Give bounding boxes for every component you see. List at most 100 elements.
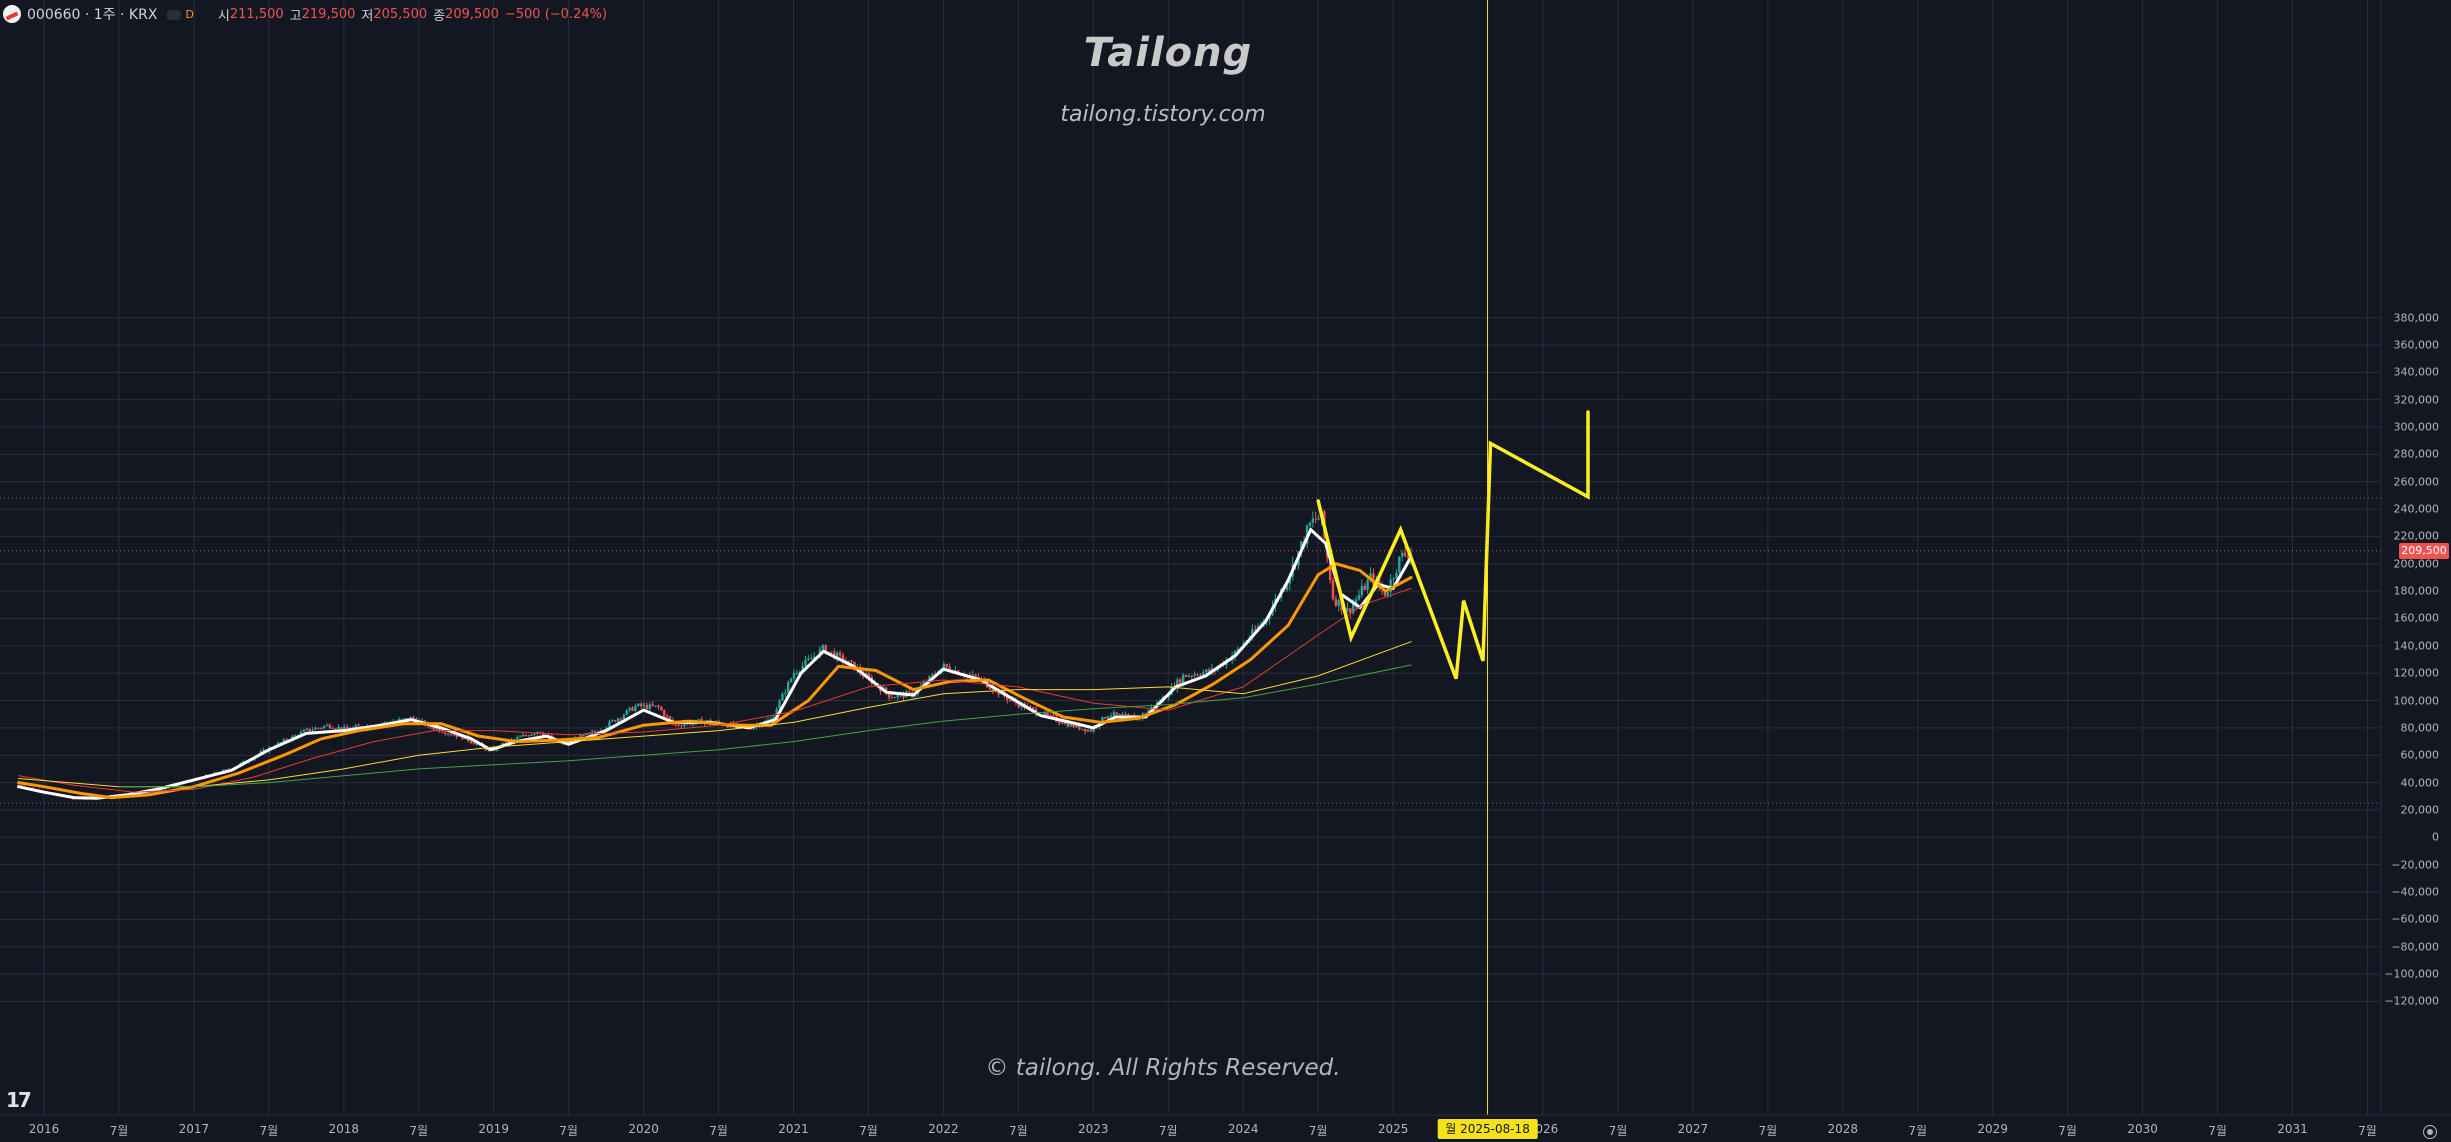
y-tick-label: 140,000 — [2393, 639, 2440, 653]
candle-body — [775, 709, 778, 717]
candle-body — [634, 705, 637, 711]
x-tick-label: 7월 — [2358, 1124, 2377, 1138]
moving-average-line-5 — [118, 664, 1412, 788]
y-tick-label: 40,000 — [2400, 776, 2440, 790]
symbol-title[interactable]: 000660 · 1주 · KRX — [27, 7, 158, 23]
candle-body — [1334, 599, 1338, 606]
candle-body — [322, 725, 326, 728]
candle-body — [294, 735, 297, 737]
candle-body — [469, 740, 473, 743]
candle-body — [340, 726, 343, 731]
candle-body — [1357, 595, 1361, 600]
projection-path — [1316, 410, 1590, 680]
candle-body — [611, 720, 614, 722]
watermark-copyright: © tailong. All Rights Reserved. — [985, 1055, 1341, 1081]
candle-body — [513, 739, 516, 741]
y-tick-label: 20,000 — [2400, 803, 2440, 817]
x-tick-label: 7월 — [1009, 1124, 1028, 1138]
candle-body — [683, 724, 686, 727]
x-tick-label: 7월 — [709, 1124, 728, 1138]
candle-body — [749, 728, 752, 730]
projection-drawing[interactable] — [1316, 410, 1590, 680]
candle-body — [1112, 712, 1116, 716]
candle-body — [804, 659, 807, 666]
x-tick-label: 7월 — [859, 1124, 878, 1138]
settings-icon[interactable] — [2423, 1125, 2437, 1139]
candle-body — [317, 727, 320, 729]
symbol-logo-icon[interactable] — [3, 5, 21, 23]
candle-body — [527, 735, 530, 737]
candle-body — [593, 731, 597, 733]
change-value: −500 (−0.24%) — [504, 6, 608, 22]
tradingview-logo[interactable]: 17 — [6, 1088, 32, 1112]
y-tick-label: 0 — [2432, 830, 2439, 844]
candle-body — [1366, 579, 1369, 590]
candle-body — [455, 734, 458, 737]
candle-body — [282, 739, 285, 743]
x-tick-label: 2022 — [928, 1122, 959, 1136]
low-label: 저 — [361, 8, 374, 24]
candle-body — [631, 707, 634, 711]
candle-body — [821, 645, 824, 650]
x-tick-label: 2021 — [778, 1122, 809, 1136]
x-tick-label: 7월 — [1608, 1124, 1628, 1138]
candle-body — [1179, 679, 1182, 683]
y-tick-label: 300,000 — [2393, 420, 2440, 434]
candle-body — [516, 737, 519, 740]
candle-body — [792, 673, 796, 679]
candle-body — [432, 727, 435, 730]
candle-body — [991, 689, 995, 691]
candle-body — [1017, 702, 1021, 707]
candle-body — [161, 789, 164, 791]
candle-body — [890, 697, 894, 699]
y-tick-label: 180,000 — [2393, 584, 2440, 598]
candle-body — [452, 734, 456, 736]
candle-body — [541, 733, 545, 736]
y-tick-label: 220,000 — [2393, 529, 2440, 543]
candle-body — [472, 742, 476, 745]
candle-body — [867, 673, 871, 678]
candle-body — [279, 742, 283, 744]
candle-body — [1337, 600, 1340, 606]
candle-body — [1352, 604, 1355, 613]
candle-body — [1314, 518, 1317, 520]
candle-body — [1060, 722, 1064, 724]
eye-icon[interactable] — [167, 10, 182, 20]
y-tick-label: 200,000 — [2393, 557, 2440, 571]
open-label: 시 — [217, 8, 230, 24]
moving-average-line-1 — [17, 527, 1413, 800]
candle-body — [608, 721, 611, 728]
y-tick-label: 340,000 — [2393, 365, 2440, 379]
candle-body — [642, 704, 646, 707]
y-tick-label: 280,000 — [2393, 447, 2440, 461]
candle-body — [1346, 608, 1349, 611]
candle-body — [697, 719, 701, 721]
interval-badge[interactable]: D — [185, 7, 194, 21]
candle-body — [1078, 724, 1081, 730]
candle-body — [1204, 669, 1208, 673]
candle-body — [400, 718, 404, 720]
candle-body — [1124, 714, 1127, 716]
candle-body — [1377, 579, 1381, 587]
candle-body — [582, 734, 585, 736]
candle-body — [948, 666, 951, 672]
x-tick-label: 7월 — [409, 1124, 429, 1138]
candle-body — [887, 692, 891, 698]
candle-body — [789, 678, 793, 682]
candle-body — [521, 735, 525, 737]
candle-body — [403, 718, 406, 720]
candle-body — [1184, 674, 1188, 677]
close-value: 209,500 — [445, 6, 499, 22]
candle-body — [1406, 555, 1410, 558]
candle-body — [1086, 729, 1090, 732]
moving-average-line-4 — [18, 641, 1412, 788]
candle-body — [328, 724, 332, 728]
candle-body — [147, 792, 150, 794]
candle-body — [1395, 572, 1398, 579]
candle-body — [1081, 728, 1084, 730]
candle-body — [443, 732, 447, 734]
candle-body — [1199, 675, 1202, 677]
y-tick-label: 80,000 — [2400, 721, 2440, 735]
candle-body — [1300, 541, 1303, 552]
